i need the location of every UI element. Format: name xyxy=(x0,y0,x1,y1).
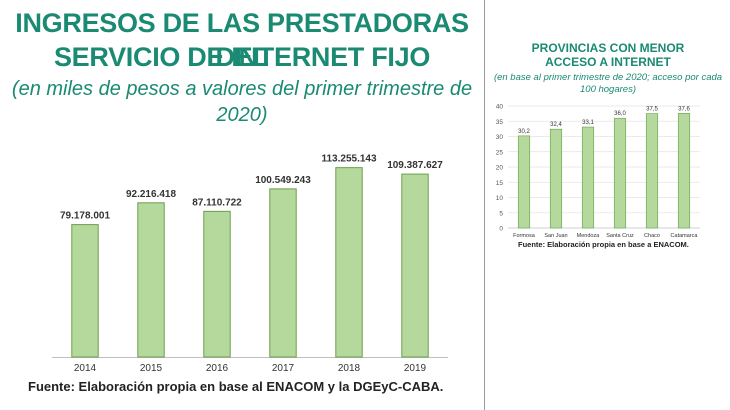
province-y-tick-label: 15 xyxy=(496,180,504,187)
revenue-value-label: 100.549.243 xyxy=(255,175,311,186)
revenue-category-label: 2017 xyxy=(272,363,295,374)
province-category-label: Chaco xyxy=(644,233,660,239)
side-subtitle-line-1: (en base al primer trimestre de 2020; ac… xyxy=(493,72,723,83)
province-bar-2 xyxy=(581,126,595,229)
province-bar-4 xyxy=(645,113,659,229)
province-category-label: Formosa xyxy=(513,233,536,239)
revenue-value-label: 109.387.627 xyxy=(387,160,443,171)
revenue-category-label: 2014 xyxy=(74,363,97,374)
province-value-label: 30,2 xyxy=(518,129,530,135)
province-y-tick-label: 5 xyxy=(499,210,503,217)
revenue-bar-2014 xyxy=(71,224,99,358)
main-subtitle-line-2: 2020) xyxy=(216,104,268,126)
revenue-chart-source: Fuente: Elaboración propia en base al EN… xyxy=(28,379,444,394)
province-value-label: 33,1 xyxy=(582,120,594,126)
province-y-tick-label: 30 xyxy=(496,134,504,141)
revenue-value-label: 79.178.001 xyxy=(60,211,110,222)
province-category-label: San Juan xyxy=(544,233,567,239)
province-y-tick-label: 10 xyxy=(496,195,504,202)
province-y-tick-label: 20 xyxy=(496,165,504,172)
revenue-value-label: 87.110.722 xyxy=(192,197,242,208)
province-category-label: Santa Cruz xyxy=(606,233,634,239)
revenue-category-label: 2018 xyxy=(338,363,361,374)
revenue-bar-2019 xyxy=(401,173,429,358)
side-title-line-2: ACCESO A INTERNET xyxy=(545,55,671,69)
revenue-category-label: 2019 xyxy=(404,363,427,374)
panel-divider xyxy=(484,0,485,410)
province-bar-3 xyxy=(613,117,627,229)
main-title-line-2: SERVICIO DE INTERNET FIJO xyxy=(53,42,431,72)
province-category-label: Catamarca xyxy=(671,233,699,239)
revenue-bar-2016 xyxy=(203,210,231,358)
revenue-value-label: 92.216.418 xyxy=(126,189,176,200)
province-bar-0 xyxy=(517,135,531,229)
province-y-tick-label: 35 xyxy=(496,119,504,126)
revenue-bar-chart: 79.178.001 2014 92.216.418 2015 87.110.722 20… xyxy=(52,154,448,374)
province-category-label: Mendoza xyxy=(577,233,601,239)
main-title-line-1: INGRESOS DE LAS PRESTADORAS DEL xyxy=(15,8,469,72)
province-y-tick-label: 25 xyxy=(496,149,504,156)
left-panel: INGRESOS DE LAS PRESTADORAS DEL SERVICIO… xyxy=(11,8,473,394)
province-y-tick-label: 0 xyxy=(499,226,503,233)
province-chart-source: Fuente: Elaboración propia en base a ENA… xyxy=(518,240,689,249)
side-subtitle-line-2: 100 hogares) xyxy=(580,84,636,95)
revenue-value-label: 113.255.143 xyxy=(321,154,376,165)
province-value-label: 37,5 xyxy=(646,107,658,113)
revenue-category-label: 2015 xyxy=(140,363,163,374)
revenue-bar-2015 xyxy=(137,202,165,358)
province-value-label: 37,6 xyxy=(678,106,690,112)
side-title-line-1: PROVINCIAS CON MENOR xyxy=(531,41,685,55)
province-bar-5 xyxy=(677,113,691,229)
right-panel: PROVINCIAS CON MENOR ACCESO A INTERNET (… xyxy=(486,0,730,410)
revenue-category-label: 2016 xyxy=(206,363,229,374)
main-subtitle-line-1: (en miles de pesos a valores del primer … xyxy=(11,78,473,100)
province-y-tick-label: 40 xyxy=(496,104,504,111)
revenue-bar-2018 xyxy=(335,167,363,358)
province-value-label: 36,0 xyxy=(614,111,626,117)
province-access-bar-chart: 0 5 10 15 20 25 30 35 40 30,2 Formosa 32,4 San Juan 3… xyxy=(496,104,700,239)
province-value-label: 32,4 xyxy=(550,122,562,128)
province-bar-1 xyxy=(549,128,563,229)
revenue-bar-2017 xyxy=(269,188,297,358)
